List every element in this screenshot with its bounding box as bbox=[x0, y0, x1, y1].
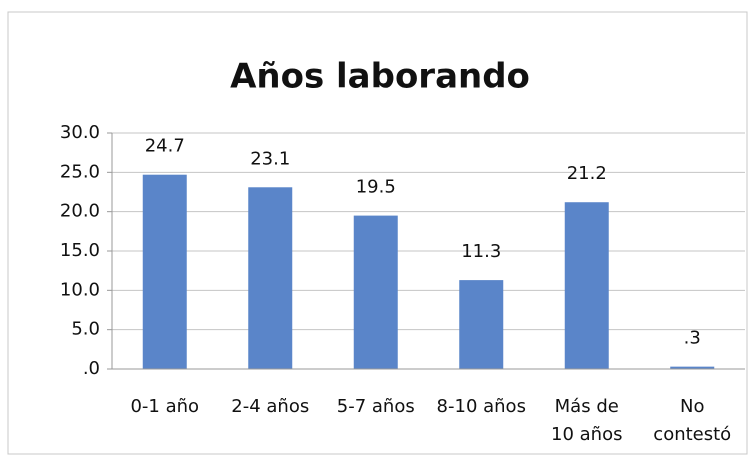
bar bbox=[670, 366, 715, 369]
x-tick-label: 0-1 año bbox=[130, 396, 199, 417]
x-tick-label: contestó bbox=[653, 424, 731, 445]
data-label: 19.5 bbox=[356, 177, 396, 198]
y-tick-label: 25.0 bbox=[60, 161, 100, 182]
y-tick-label: 5.0 bbox=[71, 319, 100, 340]
y-tick-label: 20.0 bbox=[60, 201, 100, 222]
data-label: 11.3 bbox=[461, 241, 501, 262]
bar bbox=[142, 174, 187, 369]
x-tick-label: 2-4 años bbox=[231, 396, 309, 417]
y-tick-label: 30.0 bbox=[60, 122, 100, 143]
x-tick-label: 5-7 años bbox=[337, 396, 415, 417]
data-label: 21.2 bbox=[567, 163, 607, 184]
x-tick-label: Más de bbox=[555, 396, 619, 417]
chart-title: Años laborando bbox=[230, 57, 530, 97]
bar bbox=[459, 280, 504, 369]
data-label: 24.7 bbox=[145, 136, 185, 157]
y-tick-label: .0 bbox=[83, 358, 100, 379]
x-tick-label: 8-10 años bbox=[437, 396, 526, 417]
x-tick-label: No bbox=[680, 396, 704, 417]
bar bbox=[564, 202, 609, 369]
y-tick-label: 10.0 bbox=[60, 279, 100, 300]
data-label: 23.1 bbox=[250, 148, 290, 169]
bar bbox=[353, 215, 398, 369]
data-label: .3 bbox=[684, 328, 701, 349]
bar bbox=[248, 187, 293, 369]
x-tick-label: 10 años bbox=[551, 424, 622, 445]
y-tick-label: 15.0 bbox=[60, 240, 100, 261]
